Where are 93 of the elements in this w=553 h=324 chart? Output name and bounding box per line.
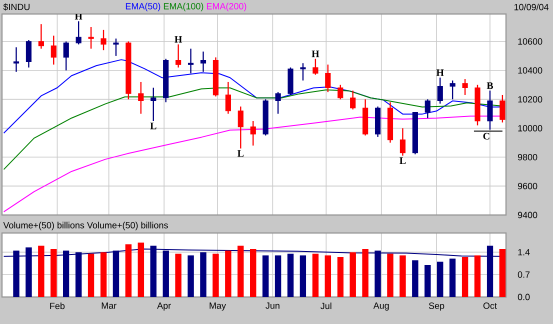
candlestick <box>150 87 156 122</box>
bar <box>138 242 144 297</box>
candlestick <box>38 24 44 50</box>
candlestick <box>312 58 318 76</box>
annotation: L <box>400 157 406 164</box>
bar <box>400 255 406 297</box>
text: EMA(200) <box>206 2 246 12</box>
candlestick <box>188 48 194 74</box>
annotation: L <box>237 150 244 157</box>
candlestick <box>100 29 106 51</box>
candlestick <box>487 90 493 130</box>
candlestick <box>225 81 231 114</box>
bar <box>412 260 418 297</box>
x-tick-label: Oct <box>483 302 497 309</box>
x-tick-label: Jul <box>320 302 332 310</box>
bar <box>424 264 431 297</box>
bar <box>125 244 132 297</box>
candlestick <box>424 98 430 119</box>
annotation: H <box>312 50 320 58</box>
bar <box>287 254 294 297</box>
candlestick <box>113 38 119 57</box>
candlestick <box>500 94 506 124</box>
bar <box>225 250 232 297</box>
x-tick-label: Aug <box>373 302 389 311</box>
y-tick-label: 1.4 <box>518 249 530 256</box>
annotation: H <box>436 69 444 76</box>
candlestick <box>300 62 306 82</box>
candlestick <box>462 78 468 96</box>
bar <box>212 254 219 297</box>
x-tick-label: Mar <box>102 302 116 309</box>
x-tick-label: Sep <box>428 302 444 311</box>
y-tick-label: 0.0 <box>518 294 530 300</box>
bar <box>324 255 332 297</box>
y-tick-label: 9400 <box>518 212 538 218</box>
candlestick <box>338 84 344 100</box>
bar <box>188 255 194 297</box>
candlestick <box>13 46 20 72</box>
bar <box>250 248 256 297</box>
candlestick <box>26 39 32 68</box>
candlestick <box>138 81 144 114</box>
text: 10/09/04 <box>514 4 549 10</box>
y-tick-label: 10600 <box>518 38 542 45</box>
y-tick-label: 9600 <box>518 182 538 190</box>
annotation: C <box>483 132 490 140</box>
candlestick <box>63 40 69 71</box>
bar <box>100 252 107 297</box>
y-tick-label: 0.7 <box>518 271 530 278</box>
text: EMA(100) <box>164 2 204 12</box>
bar <box>175 254 182 297</box>
text: EMA(50) <box>126 2 160 12</box>
candlestick <box>275 91 281 114</box>
bar <box>449 258 456 297</box>
y-tick-label: 10000 <box>518 125 542 132</box>
bar <box>350 252 356 297</box>
candlestick <box>400 128 406 156</box>
bar <box>312 254 319 297</box>
bar <box>88 254 94 297</box>
chart-title: $INDU <box>3 3 30 11</box>
bar <box>262 255 269 297</box>
bar <box>337 257 344 297</box>
candlestick <box>450 80 456 100</box>
candlestick <box>76 20 82 45</box>
candlestick <box>250 120 256 146</box>
bar <box>362 248 368 297</box>
bar <box>387 254 394 297</box>
candlestick <box>200 50 206 72</box>
x-tick-label: Jun <box>266 302 280 309</box>
x-tick-label: Apr <box>157 302 171 311</box>
candlestick <box>88 26 94 50</box>
candlestick <box>176 44 182 68</box>
bar <box>437 262 444 297</box>
candlestick <box>50 35 56 66</box>
candlestick <box>238 106 244 150</box>
annotation: L <box>150 122 156 130</box>
x-tick-label: Feb <box>50 302 65 310</box>
annotation: H <box>174 36 182 43</box>
bar <box>499 248 506 297</box>
bar <box>238 246 244 297</box>
candlestick <box>437 77 443 104</box>
annotation: B <box>486 82 494 89</box>
bar <box>50 248 57 297</box>
y-tick-label: 9800 <box>518 154 538 160</box>
chart-title: Volume+(50) billions Volume+(50) billions <box>3 222 168 230</box>
bar <box>462 257 468 297</box>
y-tick-label: 10200 <box>518 96 542 103</box>
candlestick <box>325 64 331 93</box>
bar <box>274 255 282 297</box>
x-tick-label: May <box>210 302 226 311</box>
y-tick-label: 10400 <box>518 67 542 74</box>
bar <box>474 255 481 297</box>
bar <box>300 255 306 297</box>
candlestick <box>350 90 356 110</box>
bar <box>38 246 44 297</box>
